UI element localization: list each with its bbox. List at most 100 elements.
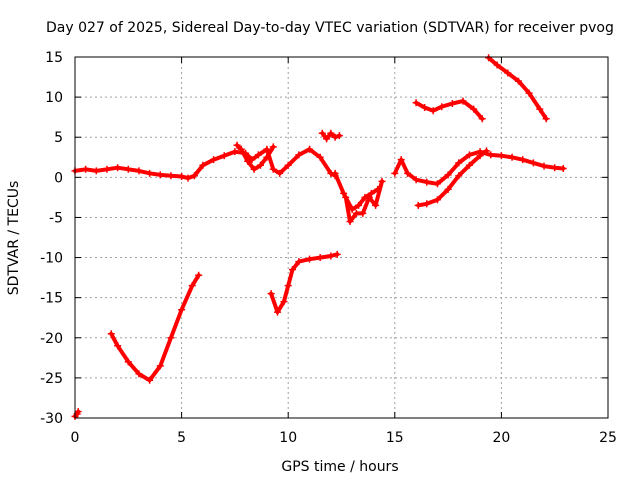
data-point-marker [504,69,512,77]
series-arc-8 [331,169,382,213]
data-point-marker [156,171,164,179]
x-tick-label: 10 [279,430,297,446]
data-point-marker [359,209,367,217]
series-trace [269,252,340,315]
data-point-marker [327,252,335,260]
series-arc-4 [318,129,343,143]
data-point-marker [391,169,399,177]
data-point-marker [114,164,122,172]
series-arc-9 [391,148,567,188]
data-point-marker [233,141,241,149]
data-point-marker [525,89,533,97]
data-point-marker [135,167,143,175]
y-tick-label: -25 [40,371,63,387]
y-tick-label: 15 [45,50,63,66]
data-point-marker [288,266,296,274]
data-point-marker [210,156,218,164]
data-point-marker [355,201,363,209]
series-trace [73,147,338,181]
data-point-marker [82,165,90,173]
series-layer [71,54,567,420]
data-point-marker [448,100,456,108]
data-point-marker [331,169,339,177]
data-point-marker [146,169,154,177]
data-point-marker [184,174,192,182]
series-trace [109,273,201,383]
data-point-marker [335,132,343,140]
data-point-marker [323,135,331,143]
data-point-marker [263,153,271,161]
y-tick-label: -30 [40,411,63,427]
data-point-marker [276,169,284,177]
x-tick-label: 25 [599,430,617,446]
series-arc-5 [107,271,203,384]
data-point-marker [423,200,431,208]
data-point-marker [220,152,228,160]
data-point-marker [404,169,412,177]
data-point-marker [167,334,175,342]
data-point-marker [74,408,82,416]
series-arc-6 [267,250,341,316]
y-tick-label: 10 [45,90,63,106]
data-point-marker [482,147,490,155]
data-point-marker [124,165,132,173]
data-point-marker [254,151,262,159]
data-point-marker [316,254,324,262]
x-tick-label: 20 [492,430,510,446]
data-point-marker [465,151,473,159]
data-point-marker [167,172,175,180]
data-point-marker [374,185,382,193]
data-point-marker [372,201,380,209]
y-tick-label: -10 [40,251,63,267]
data-point-marker [248,156,256,164]
data-point-marker [514,77,522,85]
series-arc-2 [71,145,339,182]
data-point-marker [188,282,196,290]
data-point-marker [178,173,186,181]
data-point-marker [438,103,446,111]
data-point-marker [444,171,452,179]
data-point-marker [478,115,486,123]
data-point-marker [542,115,550,123]
series-trace [416,148,489,208]
data-point-marker [551,164,559,172]
data-point-marker [107,330,115,338]
data-point-marker [124,358,132,366]
data-point-marker [295,258,303,266]
y-axis-label: SDTVAR / TECUs [6,181,22,296]
data-point-marker [135,370,143,378]
data-point-marker [114,342,122,350]
data-point-marker [178,306,186,314]
data-point-marker [306,255,314,263]
data-point-marker [284,161,292,169]
data-point-marker [231,148,239,156]
data-point-marker [103,165,111,173]
data-point-marker [540,162,548,170]
data-point-marker [361,193,369,201]
data-point-marker [295,151,303,159]
data-point-marker [348,205,356,213]
data-point-marker [340,189,348,197]
y-tick-label: 5 [54,130,63,146]
series-arc-10 [414,147,490,209]
x-tick-label: 15 [386,430,404,446]
data-point-marker [316,153,324,161]
data-point-marker [256,161,264,169]
data-point-marker [423,178,431,186]
data-point-marker [263,145,271,153]
data-point-marker [455,172,463,180]
data-point-marker [346,217,354,225]
x-tick-label: 5 [177,430,186,446]
chart-title: Day 027 of 2025, Sidereal Day-to-day VTE… [46,20,614,36]
data-point-marker [459,97,467,105]
y-tick-label: -20 [40,331,63,347]
data-point-marker [497,152,505,160]
data-point-marker [414,201,422,209]
data-point-marker [269,165,277,173]
data-point-marker [146,376,154,384]
data-point-marker [519,156,527,164]
y-tick-label: 0 [54,170,63,186]
data-point-marker [433,196,441,204]
